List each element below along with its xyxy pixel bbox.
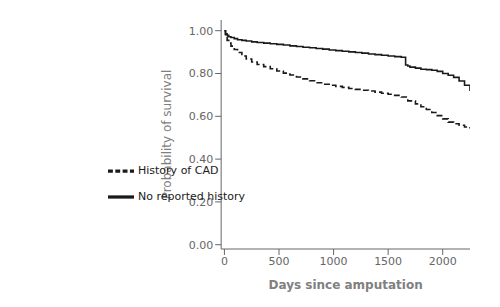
svg-text:0.40: 0.40 [189,153,214,166]
svg-text:1000: 1000 [320,255,348,268]
svg-text:1500: 1500 [374,255,402,268]
svg-text:Days since amputation: Days since amputation [268,278,422,292]
svg-text:2000: 2000 [429,255,457,268]
svg-text:500: 500 [268,255,289,268]
svg-text:0.00: 0.00 [189,239,214,252]
svg-text:0: 0 [221,255,228,268]
svg-text:0.80: 0.80 [189,67,214,80]
svg-text:Probability of survival: Probability of survival [160,70,174,200]
svg-text:0.20: 0.20 [189,196,214,209]
svg-text:0.60: 0.60 [189,110,214,123]
svg-text:1.00: 1.00 [189,25,214,38]
